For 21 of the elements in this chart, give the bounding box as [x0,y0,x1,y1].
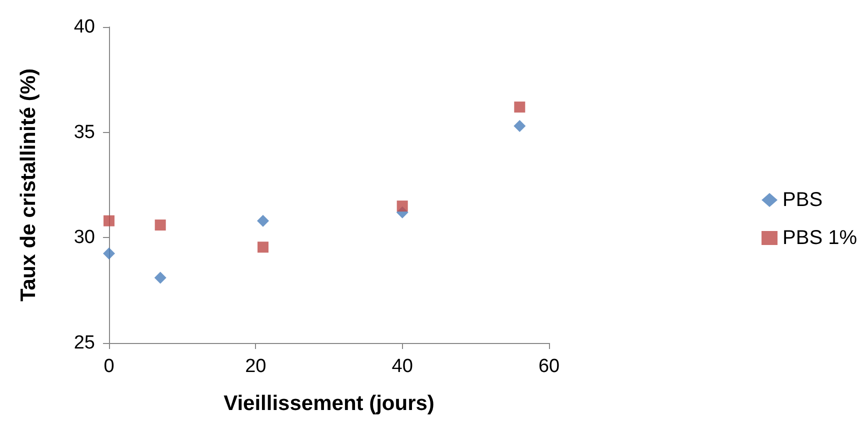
point [104,215,114,226]
legend-label: PBS 1% [782,227,858,249]
legend-label: PBS [782,189,823,211]
y-tick-label: 40 [74,16,95,38]
y-tick-label: 35 [74,122,95,143]
y-tick-label: 25 [74,332,95,354]
point [258,242,268,253]
x-tick-label: 20 [245,356,266,377]
y-tick-label: 30 [74,227,95,248]
point [396,200,408,212]
point [257,214,269,227]
point [154,220,166,231]
point [103,247,115,260]
point [514,102,526,113]
point [514,120,526,132]
x-tick-label: 60 [538,356,560,377]
x-tick-label: 40 [392,356,413,377]
point [154,272,166,284]
x-axis-title: Vieillissement (jours) [224,392,434,415]
y-axis-title: Taux de cristallinité (%) [17,68,40,302]
x-tick-label: 0 [104,356,114,377]
